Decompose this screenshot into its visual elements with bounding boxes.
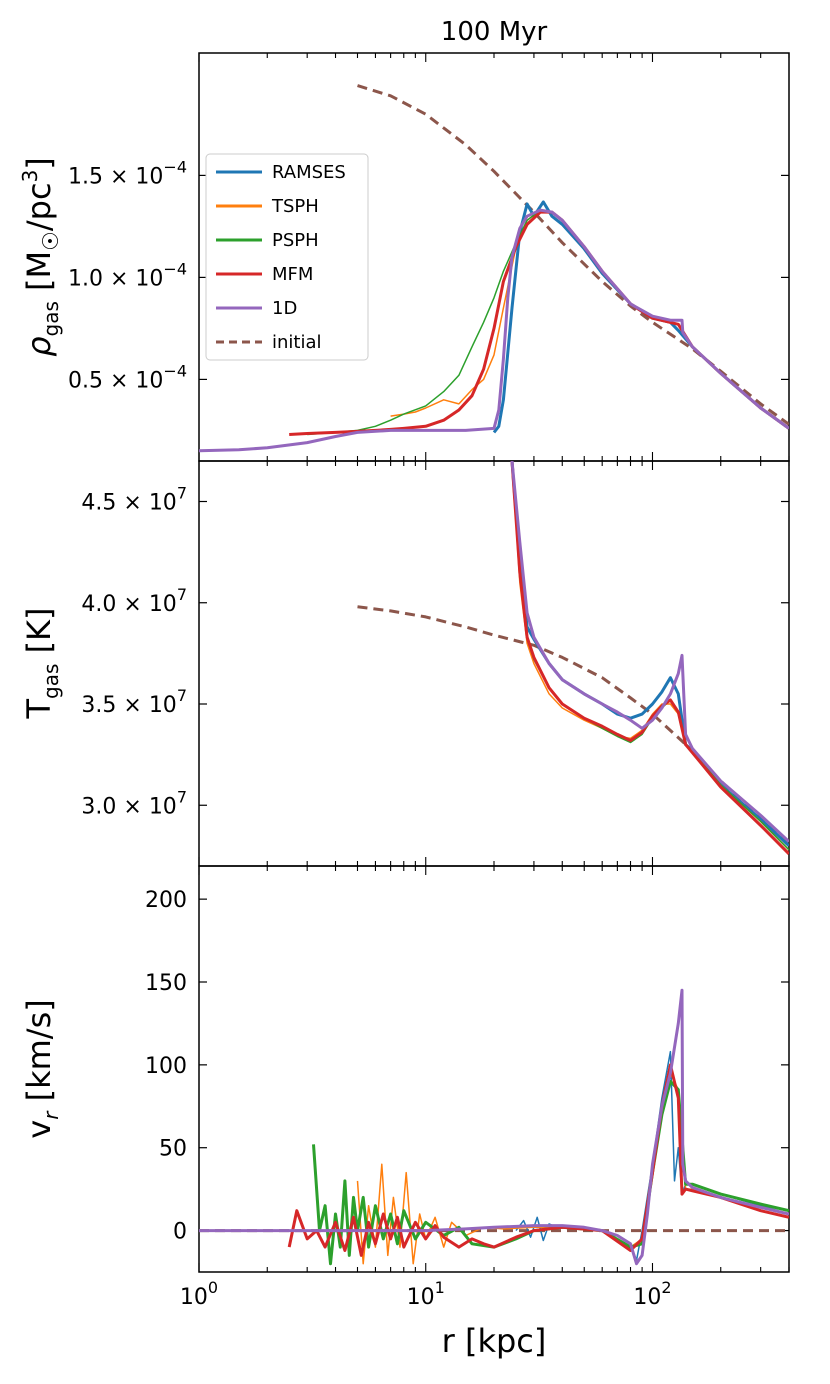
xtick-exp-0: 0 — [208, 1278, 218, 1297]
legend-label-1d: 1D — [272, 298, 297, 319]
velocity-plot-frame — [198, 865, 790, 1273]
figure-title: 100 Myr — [441, 17, 548, 47]
density-y-label-tail: /pc — [20, 182, 58, 231]
velocity-y-label: vr [km/s] — [20, 999, 63, 1138]
density-y-label-close: ] — [20, 157, 58, 169]
temperature-series-initial — [357, 605, 789, 847]
temperature-ytick-text-3: 4.5 × 10 — [81, 491, 176, 516]
xtick-exp-2: 2 — [661, 1278, 671, 1297]
xtick-label-2: 102 — [633, 1278, 671, 1310]
density-y-label-sub: gas — [39, 301, 63, 336]
density-y-ticks: 0.5 × 10−41.0 × 10−41.5 × 10−4 — [68, 157, 789, 393]
velocity-series-mfm — [287, 1063, 789, 1257]
temperature-ytick-text-1: 3.5 × 10 — [81, 693, 176, 718]
density-ytick-label-0: 0.5 × 10−4 — [68, 361, 187, 393]
legend-label-tsph: TSPH — [271, 196, 319, 217]
temperature-x-ticks — [198, 461, 790, 866]
xtick-text-1: 10 — [407, 1285, 435, 1310]
velocity-y-label-sub: r — [39, 1110, 63, 1120]
temperature-ytick-label-1: 3.5 × 107 — [81, 686, 187, 718]
density-ytick-label-1: 1.0 × 10−4 — [68, 259, 187, 291]
legend-label-mfm: MFM — [272, 264, 313, 285]
density-series-ramses — [492, 200, 789, 434]
legend: RAMSES TSPH PSPH MFM 1D initial — [205, 153, 369, 361]
density-y-label-rest: [M — [20, 251, 58, 301]
temperature-y-label-rest: [K] — [20, 607, 58, 663]
velocity-ytick-text-4: 200 — [145, 888, 187, 913]
density-y-label-sun: ☉ — [39, 231, 64, 251]
temperature-lines — [357, 461, 789, 855]
velocity-ytick-label-1: 50 — [159, 1137, 187, 1162]
xtick-text-2: 10 — [633, 1285, 661, 1310]
temperature-series-tsph — [511, 461, 789, 851]
temperature-y-label-main: T — [20, 699, 58, 720]
temperature-series-1d — [510, 461, 789, 843]
temperature-plot-frame — [198, 460, 790, 867]
density-ytick-text-1: 1.0 × 10 — [68, 266, 163, 291]
density-ytick-text-2: 1.5 × 10 — [68, 164, 163, 189]
density-y-label-main: ρ — [20, 336, 58, 356]
density-ytick-exp-2: −4 — [163, 157, 187, 176]
temperature-ytick-label-2: 4.0 × 107 — [81, 585, 187, 617]
temperature-ytick-exp-1: 7 — [177, 686, 187, 705]
density-series-initial — [357, 84, 789, 426]
x-axis-label: r [kpc] — [442, 1322, 547, 1360]
velocity-ytick-label-3: 150 — [145, 971, 187, 996]
density-series-tsph — [390, 209, 789, 430]
velocity-ytick-text-2: 100 — [145, 1054, 187, 1079]
velocity-lines — [199, 988, 789, 1266]
xtick-exp-1: 1 — [435, 1278, 445, 1297]
temperature-series-mfm — [510, 461, 789, 855]
temperature-y-label: Tgas [K] — [20, 607, 63, 719]
density-x-ticks — [198, 53, 790, 461]
xtick-text-0: 10 — [180, 1285, 208, 1310]
temperature-ytick-text-0: 3.0 × 10 — [81, 794, 176, 819]
legend-box — [205, 153, 369, 361]
velocity-ytick-label-4: 200 — [145, 888, 187, 913]
density-ytick-text-0: 0.5 × 10 — [68, 368, 163, 393]
temperature-series-ramses — [510, 461, 789, 847]
temperature-series-psph — [511, 461, 789, 851]
temperature-ytick-text-2: 4.0 × 10 — [81, 592, 176, 617]
velocity-ytick-text-0: 0 — [173, 1220, 187, 1245]
velocity-series-psph — [312, 1079, 789, 1266]
velocity-y-label-main: v — [20, 1120, 58, 1139]
temperature-ytick-exp-0: 7 — [177, 787, 187, 806]
legend-label-ramses: RAMSES — [272, 162, 346, 183]
velocity-ytick-label-0: 0 — [173, 1220, 187, 1245]
velocity-x-ticks: 100 101 102 — [180, 866, 790, 1310]
temperature-ytick-label-0: 3.0 × 107 — [81, 787, 187, 819]
velocity-series-1d — [199, 988, 789, 1266]
velocity-ytick-text-1: 50 — [159, 1137, 187, 1162]
density-ytick-exp-1: −4 — [163, 259, 187, 278]
density-ytick-exp-0: −4 — [163, 361, 187, 380]
velocity-y-ticks: 0 50 100 150 200 — [145, 888, 789, 1245]
density-y-label-sup: 3 — [18, 170, 42, 183]
xtick-label-0: 100 — [180, 1278, 218, 1310]
velocity-ytick-text-3: 150 — [145, 971, 187, 996]
density-series-psph — [307, 209, 789, 436]
xtick-label-1: 101 — [407, 1278, 445, 1310]
legend-label-initial: initial — [272, 332, 322, 353]
density-ytick-label-2: 1.5 × 10−4 — [68, 157, 187, 189]
temperature-y-label-sub: gas — [39, 664, 63, 699]
temperature-ytick-exp-3: 7 — [177, 484, 187, 503]
velocity-ytick-label-2: 100 — [145, 1054, 187, 1079]
temperature-ytick-exp-2: 7 — [177, 585, 187, 604]
density-lines — [199, 84, 789, 453]
temperature-ytick-label-3: 4.5 × 107 — [81, 484, 187, 516]
velocity-y-label-rest: [km/s] — [20, 999, 58, 1111]
density-series-1d — [199, 208, 789, 453]
density-y-label: ρgas [M☉/pc3] — [18, 157, 64, 357]
density-panel: 0.5 × 10−41.0 × 10−41.5 × 10−4 ρgas [M☉/… — [18, 52, 790, 462]
legend-label-psph: PSPH — [272, 230, 319, 251]
